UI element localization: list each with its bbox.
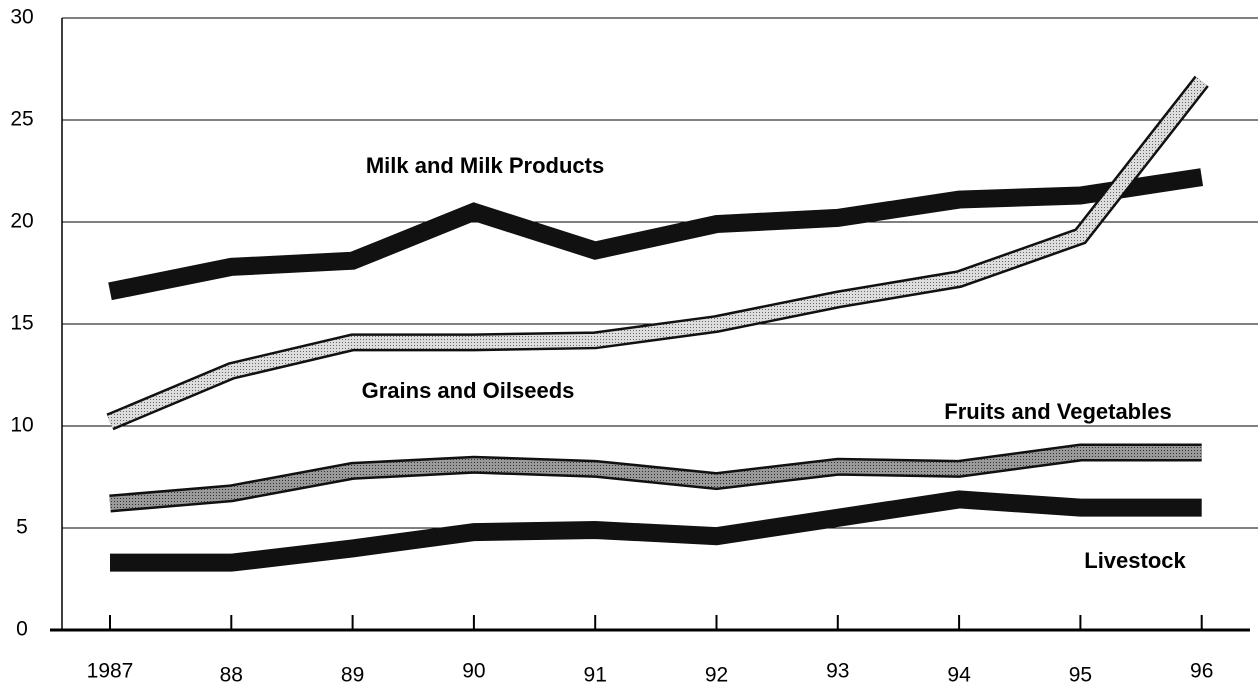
- x-tick-label: 1987: [87, 660, 134, 683]
- x-tick-label: 93: [826, 660, 849, 683]
- y-tick-label: 5: [16, 516, 28, 539]
- series-line: [108, 168, 1204, 301]
- x-tick-label: 92: [705, 664, 728, 687]
- y-tick-label: 10: [10, 414, 33, 437]
- series-label: Fruits and Vegetables: [944, 399, 1171, 424]
- series-label: Livestock: [1084, 548, 1186, 573]
- x-tick-label: 91: [584, 664, 607, 687]
- y-tick-label: 20: [10, 210, 33, 233]
- y-tick-label: 25: [10, 108, 33, 131]
- y-tick-label: 30: [10, 6, 33, 29]
- x-tick-label: 95: [1069, 664, 1092, 687]
- series-label: Milk and Milk Products: [366, 153, 604, 178]
- y-tick-label: 0: [16, 618, 28, 641]
- series-line: [110, 490, 1202, 572]
- x-tick-label: 90: [462, 660, 485, 683]
- series-label: Grains and Oilseeds: [362, 378, 575, 403]
- series-line: [107, 77, 1207, 428]
- x-tick-label: 94: [947, 664, 971, 687]
- x-tick-label: 88: [220, 664, 243, 687]
- x-tick-label: 89: [341, 664, 364, 687]
- series-line: [109, 446, 1202, 510]
- x-tick-label: 96: [1190, 660, 1213, 683]
- y-tick-label: 15: [10, 312, 33, 335]
